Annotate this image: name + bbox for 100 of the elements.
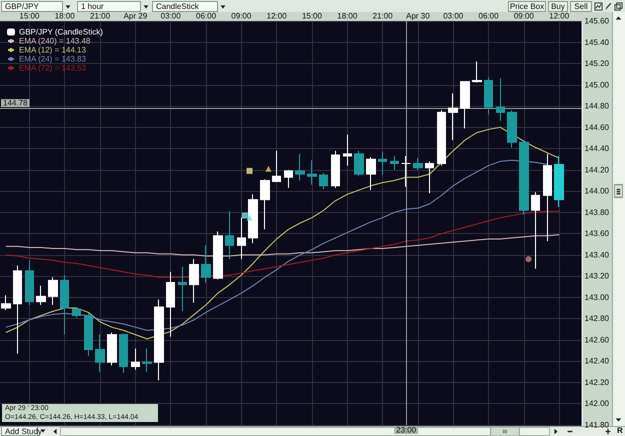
- x-tick-label: 03:00: [160, 12, 182, 20]
- y-tick-label: 143.00: [584, 292, 610, 302]
- candlestick: [448, 92, 458, 141]
- x-tick-label: 09:00: [231, 12, 252, 20]
- ref-line-label: 144.78: [3, 98, 28, 108]
- candlestick: [331, 150, 340, 188]
- candlestick: [237, 217, 246, 260]
- line-series: [5, 234, 560, 256]
- y-tick-label: 142.80: [584, 314, 610, 324]
- x-tick-label: 15:00: [19, 12, 40, 20]
- candlestick: [390, 156, 399, 170]
- candlestick: [307, 160, 317, 186]
- dropdown: GBP/JPY: [1, 1, 63, 12]
- candlestick: [272, 150, 281, 182]
- line-series: [5, 160, 548, 331]
- candlestick: [95, 334, 105, 372]
- candlestick: [378, 151, 387, 176]
- candlestick: [119, 333, 128, 374]
- candlestick: [13, 265, 22, 354]
- candlestick: [60, 274, 69, 336]
- x-tick-label: 18:00: [337, 12, 358, 20]
- legend-label: GBP/JPY (CandleStick): [19, 28, 104, 36]
- y-tick-label: 144.40: [584, 144, 610, 154]
- x-tick-label: 06:00: [478, 12, 500, 20]
- candlestick: [213, 231, 223, 280]
- candlestick: [366, 156, 376, 191]
- y-tick-label: 144.60: [584, 122, 610, 132]
- candlestick: [413, 158, 423, 170]
- candlestick: [25, 260, 34, 306]
- x-tick-label: 06:00: [196, 12, 217, 20]
- y-tick-label: 143.40: [584, 250, 610, 260]
- text: R: [617, 426, 624, 436]
- y-tick-label: 142.20: [584, 378, 610, 387]
- x-tick-label: 15:00: [302, 12, 323, 20]
- candlestick: [225, 210, 234, 260]
- candlestick: [201, 244, 211, 284]
- y-tick-label: 144.80: [584, 102, 610, 111]
- y-tick-label: 143.80: [584, 208, 610, 217]
- x-tick-label: 18:00: [54, 12, 76, 20]
- candlestick: [1, 294, 11, 311]
- candlestick: [166, 271, 175, 338]
- candlestick: [142, 348, 152, 372]
- candlestick: [284, 169, 293, 188]
- y-tick-label: 142.60: [584, 335, 610, 344]
- y-tick-label: 142.00: [584, 399, 610, 408]
- x-tick-label: 12:00: [549, 12, 570, 20]
- candlestick: [519, 140, 529, 215]
- legend-label: EMA (240) = 143.48: [19, 36, 91, 46]
- candlestick: [554, 156, 564, 208]
- candlestick: [496, 78, 505, 122]
- legend-label: EMA (24) = 143.83: [19, 54, 86, 64]
- button: Price Box: [508, 1, 546, 12]
- x-tick-label: 09:00: [514, 12, 534, 20]
- button: Sell: [570, 1, 592, 12]
- dropdown: CandleStick: [152, 1, 218, 12]
- y-tick-label: 142.40: [584, 356, 610, 366]
- candlestick: [507, 110, 517, 148]
- candlestick: [425, 160, 434, 194]
- candlestick: [131, 348, 140, 370]
- x-tick-label: 12:00: [266, 12, 288, 20]
- candlestick: [48, 276, 58, 306]
- candlestick: [154, 299, 164, 381]
- y-tick-label: 143.20: [584, 272, 610, 281]
- line-series: [5, 126, 560, 340]
- x-tick-label: Apr 29: [124, 12, 148, 20]
- y-tick-label: 143.60: [584, 229, 610, 238]
- candlestick: [543, 153, 552, 242]
- dropdown: 1 hour: [77, 1, 141, 12]
- x-tick-label: Apr 30: [406, 12, 430, 20]
- candlestick: [319, 172, 328, 190]
- y-tick-label: 141.80: [584, 420, 610, 430]
- candlestick: [472, 60, 482, 84]
- candlestick: [460, 81, 470, 129]
- button: Buy: [548, 1, 568, 12]
- candlestick: [295, 153, 305, 181]
- candlestick: [484, 76, 493, 116]
- candlestick: [72, 306, 81, 318]
- line-series: [5, 210, 560, 278]
- candlestick: [36, 285, 46, 306]
- candlestick: [178, 266, 187, 312]
- candlestick: [248, 194, 258, 244]
- x-tick-label: 03:00: [443, 12, 464, 20]
- x-tick-label: 21:00: [372, 12, 394, 20]
- legend-label: EMA (72) = 143.53: [19, 64, 86, 72]
- legend-label: EMA (12) = 144.13: [19, 46, 86, 54]
- candlestick: [107, 332, 117, 366]
- candlestick: [437, 110, 446, 166]
- ref-line-label: 23:00: [396, 426, 417, 434]
- x-tick-label: 21:00: [90, 12, 111, 20]
- candlestick: [260, 178, 270, 230]
- candlestick: [401, 156, 411, 188]
- y-tick-label: 145.00: [584, 80, 610, 90]
- y-tick-label: 144.00: [584, 186, 610, 196]
- candlestick: [84, 312, 93, 356]
- y-tick-label: 144.20: [584, 165, 610, 174]
- candlestick: [343, 134, 352, 166]
- y-tick-label: 145.60: [584, 16, 610, 26]
- candlestick: [189, 258, 199, 304]
- candlestick: [354, 150, 364, 177]
- y-tick-label: 145.40: [584, 38, 610, 47]
